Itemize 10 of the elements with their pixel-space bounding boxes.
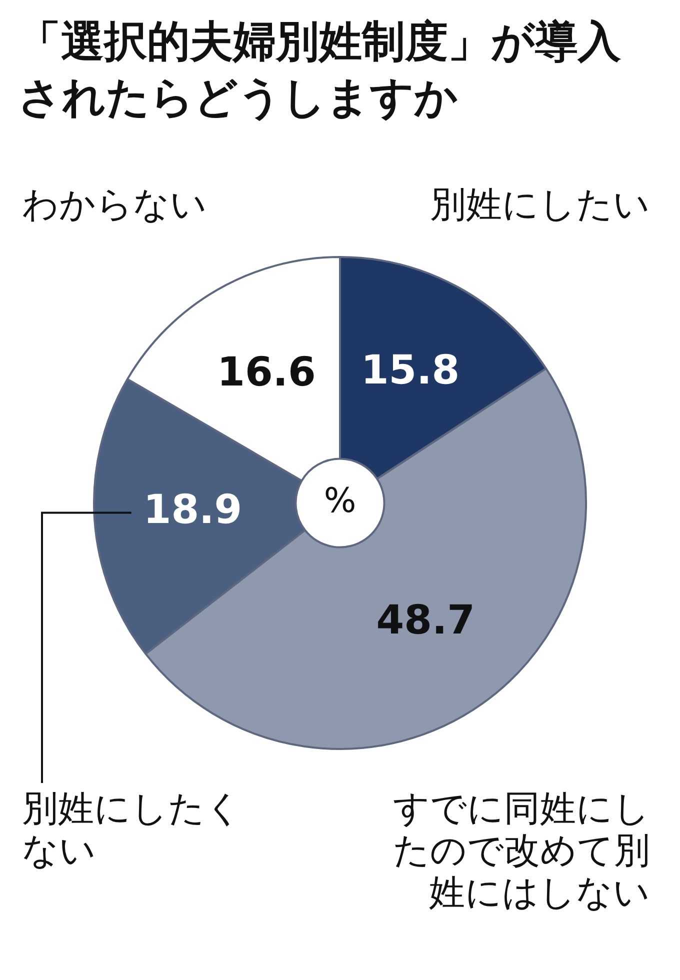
slice-label: わからない bbox=[22, 184, 207, 226]
chart-title: 「選択的夫婦別姓制度」が導入されたらどうしますか bbox=[17, 16, 622, 125]
text: % bbox=[324, 480, 356, 521]
slice-label: 別姓にしたくない bbox=[22, 788, 242, 872]
slice-label: すでに同姓にしたので改めて別姓にはしない bbox=[393, 788, 650, 914]
data-label: 48.7 bbox=[376, 598, 475, 644]
data-label: 16.6 bbox=[217, 349, 316, 396]
slice-label: 別姓にしたい bbox=[430, 184, 650, 226]
data-label: 15.8 bbox=[360, 348, 460, 394]
data-label: 18.9 bbox=[143, 487, 242, 534]
